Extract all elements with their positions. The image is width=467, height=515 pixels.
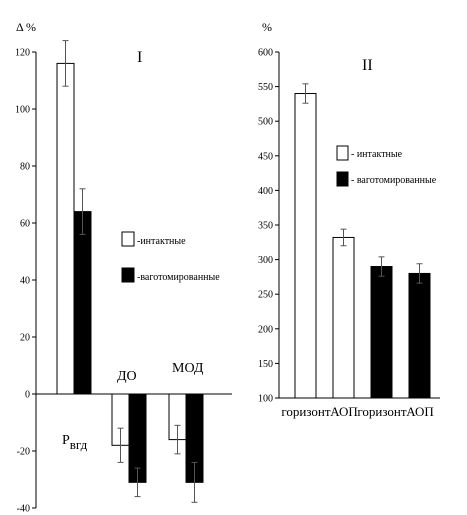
panel2-bar [408, 272, 431, 399]
panel2-bars [294, 83, 431, 399]
panel2-y-tick-label: 600 [258, 48, 273, 59]
panel1-y-tick-label: 40 [20, 276, 30, 287]
panel1-y-tick-label: 120 [15, 48, 30, 59]
panel2-category-labels: горизонт АОП горизонт АОП [281, 404, 433, 419]
panel2-category-label: горизонт [281, 404, 330, 419]
category-label-rvgd: Рвгд [62, 433, 88, 452]
panel1-bar [56, 62, 75, 395]
legend2-label-vagotomized: - ваготомированные [351, 175, 437, 186]
panel1-y-tick-label: -20 [17, 447, 30, 458]
panel2-y-tick-label: 400 [258, 186, 273, 197]
category-label-mod: МОД [172, 361, 204, 376]
panel2-y-ticks: 100 150 200 250 300 350 400 450 500 550 600 [258, 48, 279, 405]
panel2-y-tick-label: 200 [258, 324, 273, 335]
panel1-bar [73, 211, 92, 395]
panel1-y-axis-unit: Δ % [16, 20, 36, 34]
panel2-y-tick-label: 550 [258, 82, 273, 93]
legend1-label-intact: -интактные [137, 236, 186, 247]
panel2-y-tick-label: 500 [258, 117, 273, 128]
panel1-y-tick-label: 0 [25, 390, 30, 401]
panel1-y-tick-label: 80 [20, 162, 30, 173]
panel2-bar [332, 236, 355, 399]
chart-panel-2: II % 100 150 200 250 300 350 400 450 500 550 600 -… [258, 20, 440, 419]
legend2-label-intact: - интактные [351, 149, 403, 160]
panel2-y-tick-label: 450 [258, 151, 273, 162]
panel2-category-label: АОП [330, 404, 358, 419]
legend2-swatch-vagotomized [336, 171, 349, 187]
panel1-y-tick-label: -40 [17, 504, 30, 515]
panel2-category-label: АОП [406, 404, 434, 419]
panel2-y-tick-label: 300 [258, 255, 273, 266]
panel2-bar [294, 93, 317, 399]
legend1-label-vagotomized: -ваготомированные [137, 272, 220, 283]
legend1-swatch-vagotomized [121, 267, 135, 283]
panel2-y-tick-label: 100 [258, 394, 273, 405]
panel1-y-tick-label: 60 [20, 219, 30, 230]
category-label-do: ДО [117, 369, 137, 384]
panel2-category-label: горизонт [357, 404, 406, 419]
panel2-label: II [362, 57, 373, 74]
panel1-y-tick-label: 20 [20, 333, 30, 344]
panel2-y-tick-label: 250 [258, 290, 273, 301]
panel1-y-ticks: -40 -20 0 20 40 60 80 100 120 [15, 48, 36, 515]
panel2-y-tick-label: 350 [258, 221, 273, 232]
legend2-swatch-intact [336, 145, 349, 161]
panel2-bar [370, 266, 393, 399]
legend1-swatch-intact [121, 231, 135, 247]
panel2-y-axis-unit: % [262, 20, 272, 34]
panel1-y-tick-label: 100 [15, 105, 30, 116]
panel2-y-tick-label: 150 [258, 359, 273, 370]
panel1-bars [56, 40, 204, 503]
chart-panel-1: I Δ % -40 -20 0 20 40 60 80 100 120 -интактные -… [15, 20, 232, 515]
panel1-label: I [137, 49, 142, 66]
